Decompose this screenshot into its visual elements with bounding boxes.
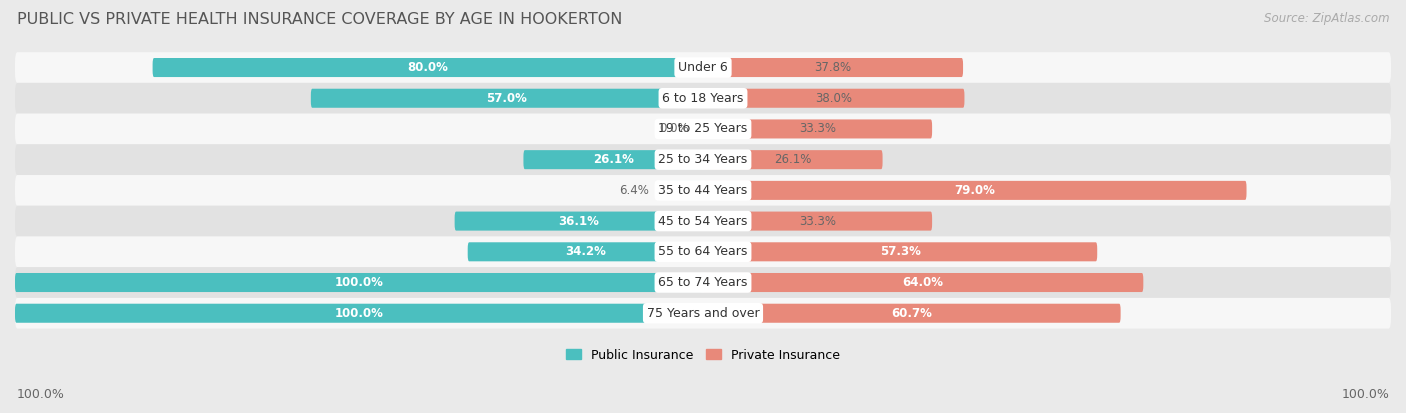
FancyBboxPatch shape xyxy=(15,144,1391,175)
Text: 55 to 64 Years: 55 to 64 Years xyxy=(658,245,748,258)
Text: 37.8%: 37.8% xyxy=(814,61,852,74)
FancyBboxPatch shape xyxy=(15,273,703,292)
Text: 57.0%: 57.0% xyxy=(486,92,527,105)
Text: 100.0%: 100.0% xyxy=(335,307,384,320)
FancyBboxPatch shape xyxy=(15,175,1391,206)
FancyBboxPatch shape xyxy=(703,150,883,169)
Text: PUBLIC VS PRIVATE HEALTH INSURANCE COVERAGE BY AGE IN HOOKERTON: PUBLIC VS PRIVATE HEALTH INSURANCE COVER… xyxy=(17,12,623,27)
FancyBboxPatch shape xyxy=(703,89,965,108)
FancyBboxPatch shape xyxy=(703,181,1247,200)
FancyBboxPatch shape xyxy=(454,211,703,230)
Text: 6 to 18 Years: 6 to 18 Years xyxy=(662,92,744,105)
FancyBboxPatch shape xyxy=(703,242,1097,261)
FancyBboxPatch shape xyxy=(659,181,703,200)
Text: 36.1%: 36.1% xyxy=(558,215,599,228)
FancyBboxPatch shape xyxy=(468,242,703,261)
Text: 19 to 25 Years: 19 to 25 Years xyxy=(658,122,748,135)
Text: 100.0%: 100.0% xyxy=(335,276,384,289)
FancyBboxPatch shape xyxy=(311,89,703,108)
FancyBboxPatch shape xyxy=(15,83,1391,114)
Text: Source: ZipAtlas.com: Source: ZipAtlas.com xyxy=(1264,12,1389,25)
FancyBboxPatch shape xyxy=(15,304,703,323)
Text: 80.0%: 80.0% xyxy=(408,61,449,74)
FancyBboxPatch shape xyxy=(703,211,932,230)
Text: 75 Years and over: 75 Years and over xyxy=(647,307,759,320)
FancyBboxPatch shape xyxy=(15,114,1391,144)
FancyBboxPatch shape xyxy=(15,237,1391,267)
Text: 26.1%: 26.1% xyxy=(775,153,811,166)
Text: 0.0%: 0.0% xyxy=(659,122,689,135)
Text: 6.4%: 6.4% xyxy=(619,184,648,197)
Legend: Public Insurance, Private Insurance: Public Insurance, Private Insurance xyxy=(561,344,845,367)
Text: 65 to 74 Years: 65 to 74 Years xyxy=(658,276,748,289)
Text: 100.0%: 100.0% xyxy=(17,388,65,401)
FancyBboxPatch shape xyxy=(703,273,1143,292)
FancyBboxPatch shape xyxy=(15,267,1391,298)
Text: 57.3%: 57.3% xyxy=(880,245,921,258)
Text: 33.3%: 33.3% xyxy=(799,122,837,135)
Text: 34.2%: 34.2% xyxy=(565,245,606,258)
Text: 60.7%: 60.7% xyxy=(891,307,932,320)
Text: 64.0%: 64.0% xyxy=(903,276,943,289)
Text: 79.0%: 79.0% xyxy=(955,184,995,197)
Text: 45 to 54 Years: 45 to 54 Years xyxy=(658,215,748,228)
FancyBboxPatch shape xyxy=(703,304,1121,323)
FancyBboxPatch shape xyxy=(703,58,963,77)
FancyBboxPatch shape xyxy=(15,52,1391,83)
FancyBboxPatch shape xyxy=(703,119,932,138)
FancyBboxPatch shape xyxy=(523,150,703,169)
FancyBboxPatch shape xyxy=(15,206,1391,237)
Text: 100.0%: 100.0% xyxy=(1341,388,1389,401)
FancyBboxPatch shape xyxy=(15,298,1391,329)
Text: 33.3%: 33.3% xyxy=(799,215,837,228)
Text: 38.0%: 38.0% xyxy=(815,92,852,105)
Text: 26.1%: 26.1% xyxy=(593,153,634,166)
FancyBboxPatch shape xyxy=(153,58,703,77)
Text: Under 6: Under 6 xyxy=(678,61,728,74)
Text: 25 to 34 Years: 25 to 34 Years xyxy=(658,153,748,166)
Text: 35 to 44 Years: 35 to 44 Years xyxy=(658,184,748,197)
